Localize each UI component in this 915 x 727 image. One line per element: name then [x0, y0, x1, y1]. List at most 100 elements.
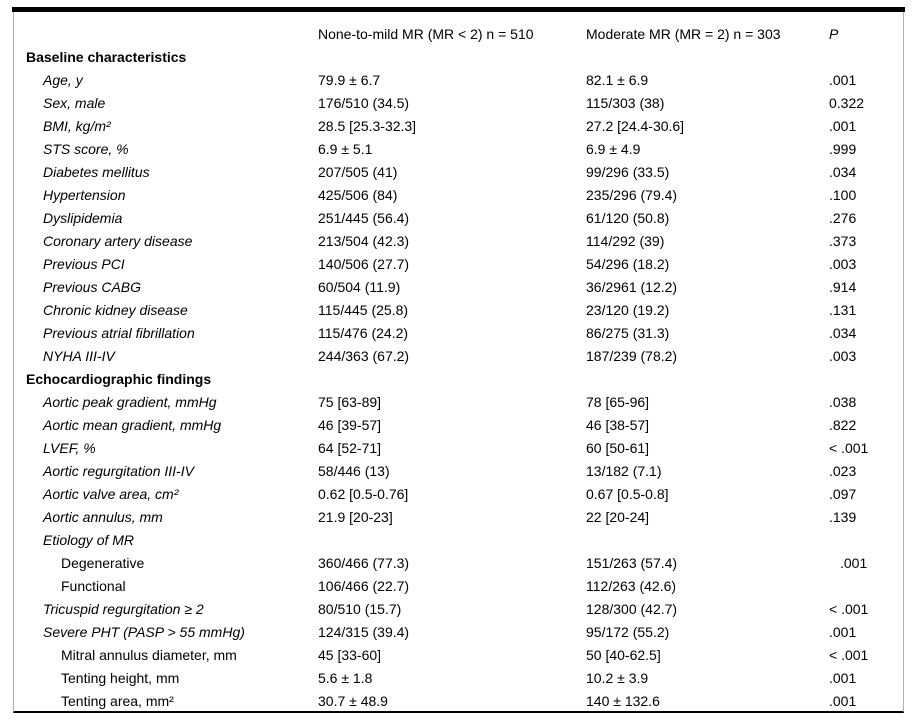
- table-row: Aortic valve area, cm² 0.62 [0.5-0.76] 0.6…: [14, 483, 903, 506]
- value-group2: 54/296 (18.2): [586, 256, 670, 272]
- table-row: Tenting height, mm 5.6 ± 1.8 10.2 ± 3.9 .00…: [14, 667, 903, 690]
- row-label: NYHA III-IV: [43, 348, 115, 364]
- p-value: .001: [829, 72, 857, 88]
- p-value: .001: [840, 555, 868, 571]
- value-group2: 78 [65-96]: [586, 394, 650, 410]
- row-label: Aortic peak gradient, mmHg: [43, 394, 217, 410]
- table-row: Previous CABG 60/504 (11.9) 36/2961 (12.2)…: [14, 276, 903, 299]
- table-row: Aortic peak gradient, mmHg 75 [63-89] 78 […: [14, 391, 903, 414]
- value-group2: 95/172 (55.2): [586, 624, 670, 640]
- table-row: Chronic kidney disease 115/445 (25.8) 23/1…: [14, 299, 903, 322]
- row-label: Previous atrial fibrillation: [43, 325, 195, 341]
- row-label: Hypertension: [43, 187, 126, 203]
- p-value: .001: [829, 670, 857, 686]
- row-label: Baseline characteristics: [26, 49, 187, 65]
- row-label: Sex, male: [43, 95, 106, 111]
- table-row: Mitral annulus diameter, mm 45 [33-60] 50 …: [14, 644, 903, 667]
- table-header-row: None-to-mild MR (MR < 2) n = 510 Moderat…: [14, 12, 903, 46]
- value-group2: 50 [40-62.5]: [586, 647, 661, 663]
- row-label: BMI, kg/m²: [43, 118, 111, 134]
- value-group2: 46 [38-57]: [586, 417, 650, 433]
- value-group1: 115/445 (25.8): [318, 302, 409, 318]
- row-label: Degenerative: [61, 555, 145, 571]
- value-group2: 27.2 [24.4-30.6]: [586, 118, 685, 134]
- value-group1: 64 [52-71]: [318, 440, 382, 456]
- value-group2: 114/292 (39): [586, 233, 665, 249]
- table-row: Functional 106/466 (22.7) 112/263 (42.6): [14, 575, 903, 598]
- table-row: LVEF, % 64 [52-71] 60 [50-61] < .001: [14, 437, 903, 460]
- value-group2: 10.2 ± 3.9: [586, 670, 649, 686]
- table-row: Aortic mean gradient, mmHg 46 [39-57] 46 […: [14, 414, 903, 437]
- table-row: Sex, male 176/510 (34.5) 115/303 (38) 0.322: [14, 92, 903, 115]
- row-label: LVEF, %: [43, 440, 96, 456]
- row-label: STS score, %: [43, 141, 129, 157]
- value-group1: 21.9 [20-23]: [318, 509, 393, 525]
- value-group2: 0.67 [0.5-0.8]: [586, 486, 669, 502]
- value-group1: 106/466 (22.7): [318, 578, 410, 594]
- row-label: Chronic kidney disease: [43, 302, 188, 318]
- value-group2: 99/296 (33.5): [586, 164, 670, 180]
- p-value: 0.322: [829, 95, 865, 111]
- p-value: < .001: [829, 601, 869, 617]
- column-header-p: P: [829, 26, 839, 42]
- table-row: STS score, % 6.9 ± 5.1 6.9 ± 4.9 .999: [14, 138, 903, 161]
- table-row: Hypertension 425/506 (84) 235/296 (79.4) .1…: [14, 184, 903, 207]
- value-group1: 6.9 ± 5.1: [318, 141, 373, 157]
- value-group2: 115/303 (38): [586, 95, 665, 111]
- table-row: Degenerative 360/466 (77.3) 151/263 (57.4)…: [14, 552, 903, 575]
- column-header-group1: None-to-mild MR (MR < 2) n = 510: [318, 26, 534, 42]
- table-row: BMI, kg/m² 28.5 [25.3-32.3] 27.2 [24.4-30.…: [14, 115, 903, 138]
- table-body: Baseline characteristics Age, y 79.9 ± 6.7…: [14, 46, 903, 713]
- row-label: Coronary artery disease: [43, 233, 193, 249]
- value-group2: 60 [50-61]: [586, 440, 650, 456]
- value-group1: 45 [33-60]: [318, 647, 382, 663]
- row-label: Diabetes mellitus: [43, 164, 150, 180]
- row-label: Aortic mean gradient, mmHg: [43, 417, 222, 433]
- value-group1: 251/445 (56.4): [318, 210, 410, 226]
- row-label: Mitral annulus diameter, mm: [61, 647, 237, 663]
- value-group2: 86/275 (31.3): [586, 325, 670, 341]
- value-group1: 80/510 (15.7): [318, 601, 402, 617]
- p-value: .038: [829, 394, 857, 410]
- p-value: .100: [829, 187, 857, 203]
- p-value: .001: [829, 624, 857, 640]
- value-group1: 30.7 ± 48.9: [318, 693, 388, 709]
- value-group1: 360/466 (77.3): [318, 555, 410, 571]
- value-group1: 58/446 (13): [318, 463, 390, 479]
- p-value: .003: [829, 256, 857, 272]
- row-label: Aortic valve area, cm²: [43, 486, 179, 502]
- value-group1: 5.6 ± 1.8: [318, 670, 373, 686]
- p-value: < .001: [829, 440, 869, 456]
- row-label: Etiology of MR: [43, 532, 135, 548]
- value-group2: 22 [20-24]: [586, 509, 650, 525]
- row-label: Aortic annulus, mm: [43, 509, 163, 525]
- p-value: .001: [829, 118, 857, 134]
- value-group2: 6.9 ± 4.9: [586, 141, 641, 157]
- p-value: .139: [829, 509, 857, 525]
- p-value: .373: [829, 233, 857, 249]
- value-group2: 82.1 ± 6.9: [586, 72, 649, 88]
- p-value: .822: [829, 417, 857, 433]
- value-group1: 28.5 [25.3-32.3]: [318, 118, 417, 134]
- table-row: Dyslipidemia 251/445 (56.4) 61/120 (50.8).…: [14, 207, 903, 230]
- row-label: Tenting area, mm²: [61, 693, 174, 709]
- value-group1: 115/476 (24.2): [318, 325, 409, 341]
- table-row: NYHA III-IV 244/363 (67.2) 187/239 (78.2).…: [14, 345, 903, 368]
- row-label: Functional: [61, 578, 126, 594]
- table-row: Age, y 79.9 ± 6.7 82.1 ± 6.9 .001: [14, 69, 903, 92]
- row-label: Echocardiographic findings: [26, 371, 212, 387]
- p-value: .003: [829, 348, 857, 364]
- table-row: Aortic regurgitation III-IV 58/446 (13) 13…: [14, 460, 903, 483]
- p-value: .023: [829, 463, 857, 479]
- row-label: Age, y: [43, 72, 83, 88]
- p-value: .131: [829, 302, 857, 318]
- value-group2: 187/239 (78.2): [586, 348, 678, 364]
- table-row: Severe PHT (PASP > 55 mmHg) 124/315 (39.4…: [14, 621, 903, 644]
- table-row: Diabetes mellitus 207/505 (41) 99/296 (33.…: [14, 161, 903, 184]
- value-group1: 124/315 (39.4): [318, 624, 410, 640]
- value-group2: 112/263 (42.6): [586, 578, 677, 594]
- value-group1: 60/504 (11.9): [318, 279, 401, 295]
- row-label: Aortic regurgitation III-IV: [43, 463, 194, 479]
- p-value: .034: [829, 325, 857, 341]
- value-group2: 235/296 (79.4): [586, 187, 678, 203]
